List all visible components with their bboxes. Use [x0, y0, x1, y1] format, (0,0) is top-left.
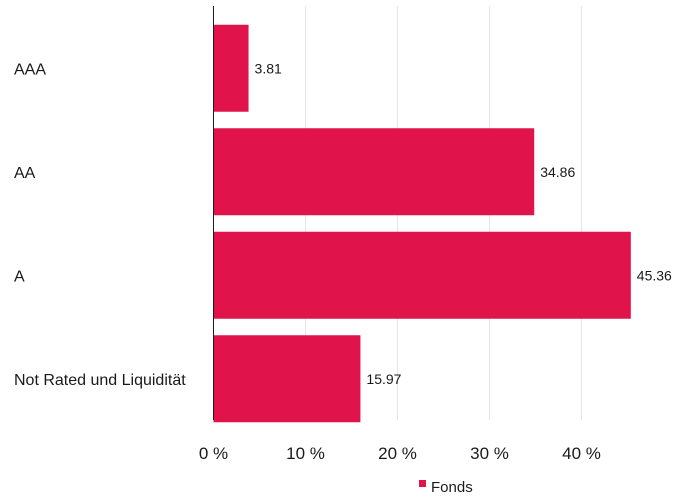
data-label: 3.81	[255, 60, 282, 76]
category-label: Not Rated und Liquidität	[14, 372, 186, 389]
x-tick-label: 20 %	[378, 444, 417, 463]
bar	[213, 335, 361, 423]
category-label: AAA	[14, 61, 46, 78]
category-label: AA	[14, 165, 36, 182]
data-label: 15.97	[366, 371, 401, 387]
data-labels: 3.81 34.86 45.36 15.97	[255, 60, 673, 387]
bar	[213, 231, 631, 319]
x-axis-ticks: 0 % 10 % 20 % 30 % 40 %	[199, 444, 601, 463]
data-label: 45.36	[637, 267, 672, 283]
x-tick-label: 10 %	[286, 444, 325, 463]
legend: Fonds	[419, 479, 473, 496]
legend-label-fonds: Fonds	[431, 479, 473, 496]
data-label: 34.86	[540, 164, 575, 180]
bars	[213, 24, 631, 423]
x-tick-label: 30 %	[470, 444, 509, 463]
bar	[213, 24, 249, 112]
x-tick-label: 40 %	[562, 444, 601, 463]
category-label: A	[14, 268, 25, 285]
x-tick-label: 0 %	[199, 444, 228, 463]
legend-swatch-fonds	[419, 480, 426, 487]
bar	[213, 128, 535, 216]
